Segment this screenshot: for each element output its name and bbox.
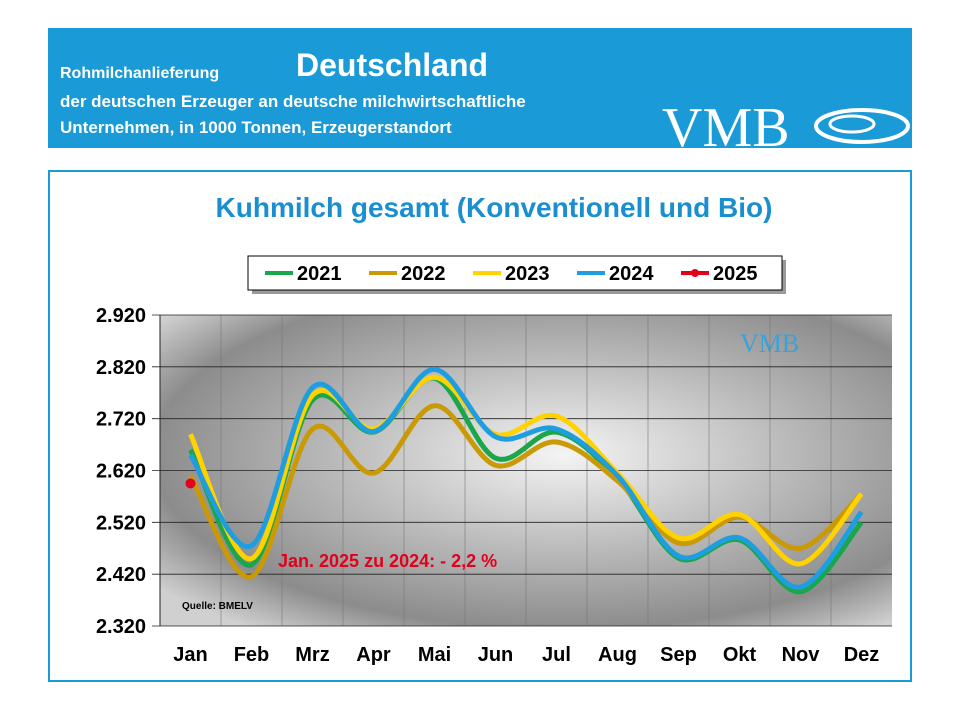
y-tick-label: 2.420 (96, 564, 146, 586)
x-tick-label: Mrz (295, 644, 329, 666)
y-tick-label: 2.520 (96, 512, 146, 534)
x-tick-label: Dez (844, 644, 880, 666)
x-tick-label: Aug (598, 644, 637, 666)
x-tick-label: Sep (660, 644, 697, 666)
legend-label: 2023 (505, 263, 550, 285)
watermark: VMB (740, 329, 799, 358)
x-tick-label: Okt (723, 644, 757, 666)
y-tick-label: 2.320 (96, 616, 146, 638)
series-point (185, 478, 196, 489)
y-tick-label: 2.620 (96, 461, 146, 483)
legend-label: 2021 (297, 263, 342, 285)
series-line (188, 374, 864, 567)
series-line (188, 403, 864, 580)
source-note: Quelle: BMELV (182, 601, 253, 612)
x-tick-label: Nov (782, 644, 821, 666)
x-tick-label: Mai (418, 644, 451, 666)
x-tick-label: Jul (542, 644, 571, 666)
series-line (188, 366, 864, 590)
annotation: Jan. 2025 zu 2024: - 2,2 % (278, 551, 497, 571)
header-band (48, 28, 912, 148)
header-small: Rohmilchanlieferung (60, 65, 219, 82)
y-tick-label: 2.820 (96, 357, 146, 379)
x-tick-label: Jan (173, 644, 207, 666)
logo-swirl (828, 114, 876, 134)
y-tick-label: 2.920 (96, 305, 146, 327)
x-tick-label: Apr (356, 644, 391, 666)
chart-title: Kuhmilch gesamt (Konventionell und Bio) (216, 192, 773, 223)
legend-label: 2022 (401, 263, 446, 285)
legend-label: 2025 (713, 263, 758, 285)
x-tick-label: Feb (234, 644, 270, 666)
legend-marker (691, 269, 699, 277)
header-line: Unternehmen, in 1000 Tonnen, Erzeugersta… (60, 118, 452, 137)
x-tick-label: Jun (478, 644, 514, 666)
header-big: Deutschland (296, 47, 488, 83)
logo-swirl (814, 108, 910, 144)
logo: VMB (662, 97, 790, 159)
header-line: der deutschen Erzeuger an deutsche milch… (60, 92, 526, 111)
y-tick-label: 2.720 (96, 409, 146, 431)
legend-label: 2024 (609, 263, 654, 285)
